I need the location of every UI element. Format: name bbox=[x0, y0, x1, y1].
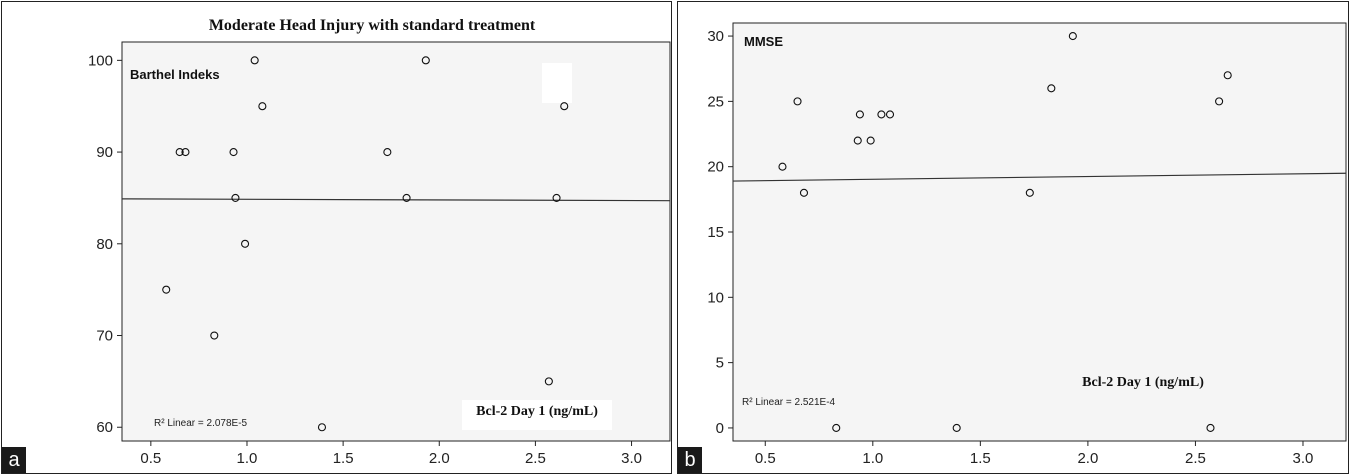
data-point bbox=[544, 377, 553, 386]
data-point bbox=[1047, 84, 1056, 93]
data-point bbox=[778, 162, 787, 171]
fit-line bbox=[121, 198, 671, 202]
chart-b: 0 5 10 15 20 25 30 0.5 1.0 1.5 2.0 2.5 3.0 MMSE Bcl-2 … bbox=[707, 22, 1347, 467]
x-tick-label: 1.5 bbox=[333, 450, 354, 467]
y-tick-label: 20 bbox=[707, 159, 724, 176]
r2-label: R² Linear = 2.521E-4 bbox=[742, 397, 836, 408]
x-tick-label: 2.5 bbox=[1185, 450, 1206, 467]
data-point bbox=[258, 102, 267, 111]
data-point bbox=[231, 193, 240, 202]
x-tick-label: 2.0 bbox=[429, 450, 450, 467]
y-axis-label: Barthel Indeks bbox=[130, 67, 220, 82]
x-tick-label: 2.0 bbox=[1077, 450, 1098, 467]
x-tick-label: 0.5 bbox=[755, 450, 776, 467]
x-tick-label: 3.0 bbox=[621, 450, 642, 467]
y-tick-label: 10 bbox=[707, 289, 724, 306]
y-tick-label: 90 bbox=[96, 144, 113, 161]
data-point bbox=[210, 331, 219, 340]
data-point bbox=[162, 285, 171, 294]
y-tick-label: 100 bbox=[88, 52, 113, 69]
panel-b: 0 5 10 15 20 25 30 0.5 1.0 1.5 2.0 2.5 3.0 MMSE Bcl-2 … bbox=[677, 1, 1349, 474]
y-axis-label: MMSE bbox=[744, 34, 783, 49]
data-point bbox=[402, 193, 411, 202]
x-axis-label: Bcl-2 Day 1 (ng/mL) bbox=[1082, 375, 1204, 390]
data-point bbox=[317, 423, 327, 432]
x-tick-label: 3.0 bbox=[1293, 450, 1314, 467]
fit-line bbox=[732, 172, 1347, 182]
x-tick-label: 1.0 bbox=[237, 450, 258, 467]
chart-title: Moderate Head Injury with standard treat… bbox=[209, 17, 536, 34]
data-point bbox=[175, 148, 184, 157]
y-tick-label: 70 bbox=[96, 328, 113, 345]
x-tick-label: 1.0 bbox=[862, 450, 883, 467]
plot-area bbox=[121, 41, 671, 442]
data-point bbox=[181, 148, 190, 157]
y-tick-label: 5 bbox=[716, 355, 724, 372]
data-point bbox=[229, 148, 238, 157]
data-point bbox=[241, 239, 250, 248]
data-point bbox=[1068, 32, 1077, 41]
panel-label-b: b bbox=[678, 447, 702, 473]
data-point bbox=[1215, 97, 1224, 106]
data-point bbox=[421, 56, 430, 65]
data-point bbox=[1206, 423, 1215, 432]
x-axis-label-box bbox=[462, 400, 612, 430]
data-point bbox=[885, 110, 895, 119]
x-tick-label: 1.5 bbox=[970, 450, 991, 467]
data-point bbox=[1223, 71, 1232, 80]
data-point bbox=[1025, 188, 1034, 197]
data-point bbox=[877, 110, 886, 119]
data-point bbox=[250, 56, 259, 65]
y-tick-label: 30 bbox=[707, 28, 724, 45]
panel-a: 60 70 80 90 100 0.5 1.0 1.5 2.0 2.5 3.0 Moderate He… bbox=[1, 1, 672, 474]
y-tick-label: 60 bbox=[96, 419, 113, 436]
data-point bbox=[793, 97, 802, 106]
r2-label: R² Linear = 2.078E-5 bbox=[154, 418, 248, 429]
blank-patch bbox=[542, 63, 572, 103]
y-tick-label: 25 bbox=[707, 93, 724, 110]
y-tick-label: 80 bbox=[96, 236, 113, 253]
panel-label-a: a bbox=[2, 447, 26, 473]
chart-a: 60 70 80 90 100 0.5 1.0 1.5 2.0 2.5 3.0 Moderate He… bbox=[88, 17, 671, 467]
y-tick-label: 15 bbox=[707, 224, 724, 241]
data-point bbox=[855, 110, 864, 119]
x-tick-label: 0.5 bbox=[140, 450, 161, 467]
data-point bbox=[799, 188, 809, 197]
data-point bbox=[560, 102, 569, 111]
x-tick-label: 2.5 bbox=[525, 450, 546, 467]
data-point bbox=[552, 193, 561, 202]
data-point bbox=[952, 423, 961, 432]
data-point bbox=[853, 136, 862, 145]
plot-area bbox=[732, 22, 1347, 442]
y-tick-label: 0 bbox=[716, 420, 724, 437]
data-point bbox=[866, 136, 875, 145]
x-axis-label: Bcl-2 Day 1 (ng/mL) bbox=[476, 404, 598, 419]
data-point bbox=[383, 148, 392, 157]
data-point bbox=[832, 423, 841, 432]
